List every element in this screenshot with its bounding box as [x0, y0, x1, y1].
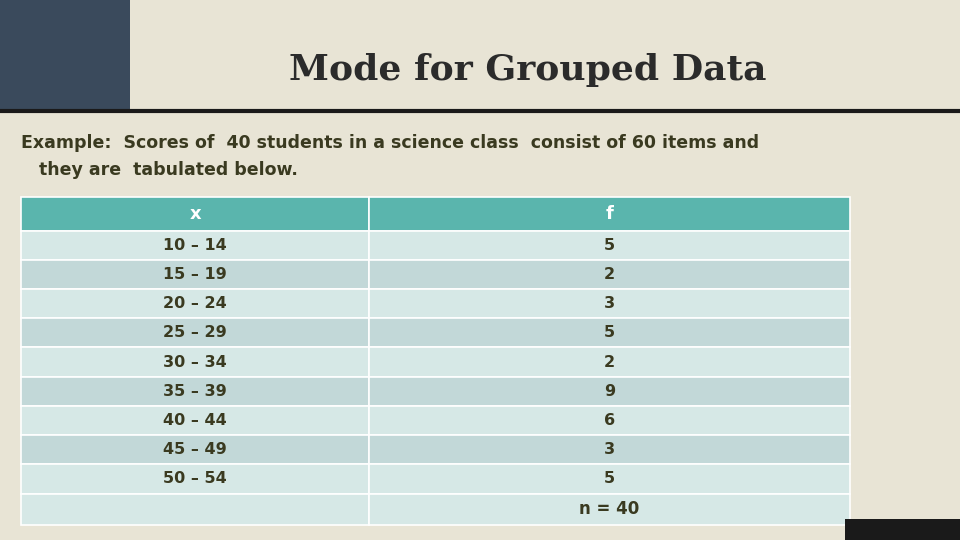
Text: x: x: [189, 205, 201, 223]
Text: n = 40: n = 40: [579, 500, 639, 518]
Text: 2: 2: [604, 267, 615, 282]
Text: 3: 3: [604, 296, 615, 311]
Text: 3: 3: [604, 442, 615, 457]
Text: 5: 5: [604, 471, 615, 487]
Text: Mode for Grouped Data: Mode for Grouped Data: [289, 53, 767, 87]
Text: 6: 6: [604, 413, 615, 428]
Text: 5: 5: [604, 325, 615, 340]
Text: 15 – 19: 15 – 19: [163, 267, 227, 282]
Text: 30 – 34: 30 – 34: [163, 355, 227, 369]
Text: 35 – 39: 35 – 39: [163, 384, 227, 399]
Text: they are  tabulated below.: they are tabulated below.: [21, 161, 298, 179]
Text: 2: 2: [604, 355, 615, 369]
Text: f: f: [606, 205, 613, 223]
Text: 10 – 14: 10 – 14: [163, 238, 227, 253]
Text: Example:  Scores of  40 students in a science class  consist of 60 items and: Example: Scores of 40 students in a scie…: [21, 134, 759, 152]
Text: 25 – 29: 25 – 29: [163, 325, 227, 340]
Text: 50 – 54: 50 – 54: [163, 471, 227, 487]
Text: 9: 9: [604, 384, 615, 399]
Text: 5: 5: [604, 238, 615, 253]
Text: 40 – 44: 40 – 44: [163, 413, 227, 428]
Text: 45 – 49: 45 – 49: [163, 442, 227, 457]
Text: 20 – 24: 20 – 24: [163, 296, 227, 311]
